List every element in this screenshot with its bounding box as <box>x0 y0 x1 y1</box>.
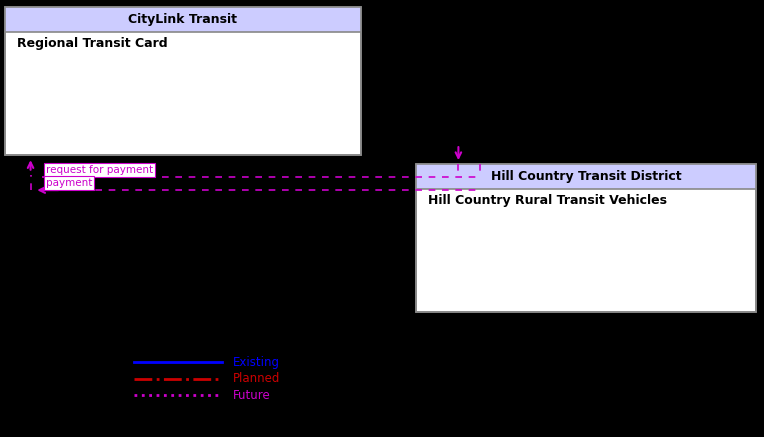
Text: Hill Country Rural Transit Vehicles: Hill Country Rural Transit Vehicles <box>428 194 667 208</box>
Text: request for payment: request for payment <box>46 165 153 175</box>
Text: Existing: Existing <box>233 356 280 369</box>
Bar <box>5 7 361 155</box>
Text: Future: Future <box>233 389 270 402</box>
Bar <box>416 164 756 189</box>
Bar <box>416 164 756 312</box>
Bar <box>416 164 756 312</box>
Text: payment: payment <box>46 178 92 188</box>
Text: Regional Transit Card: Regional Transit Card <box>17 37 167 50</box>
Text: Planned: Planned <box>233 372 280 385</box>
Text: Hill Country Transit District: Hill Country Transit District <box>491 170 681 183</box>
Bar <box>5 7 361 155</box>
Text: CityLink Transit: CityLink Transit <box>128 13 238 26</box>
Bar <box>5 7 361 32</box>
